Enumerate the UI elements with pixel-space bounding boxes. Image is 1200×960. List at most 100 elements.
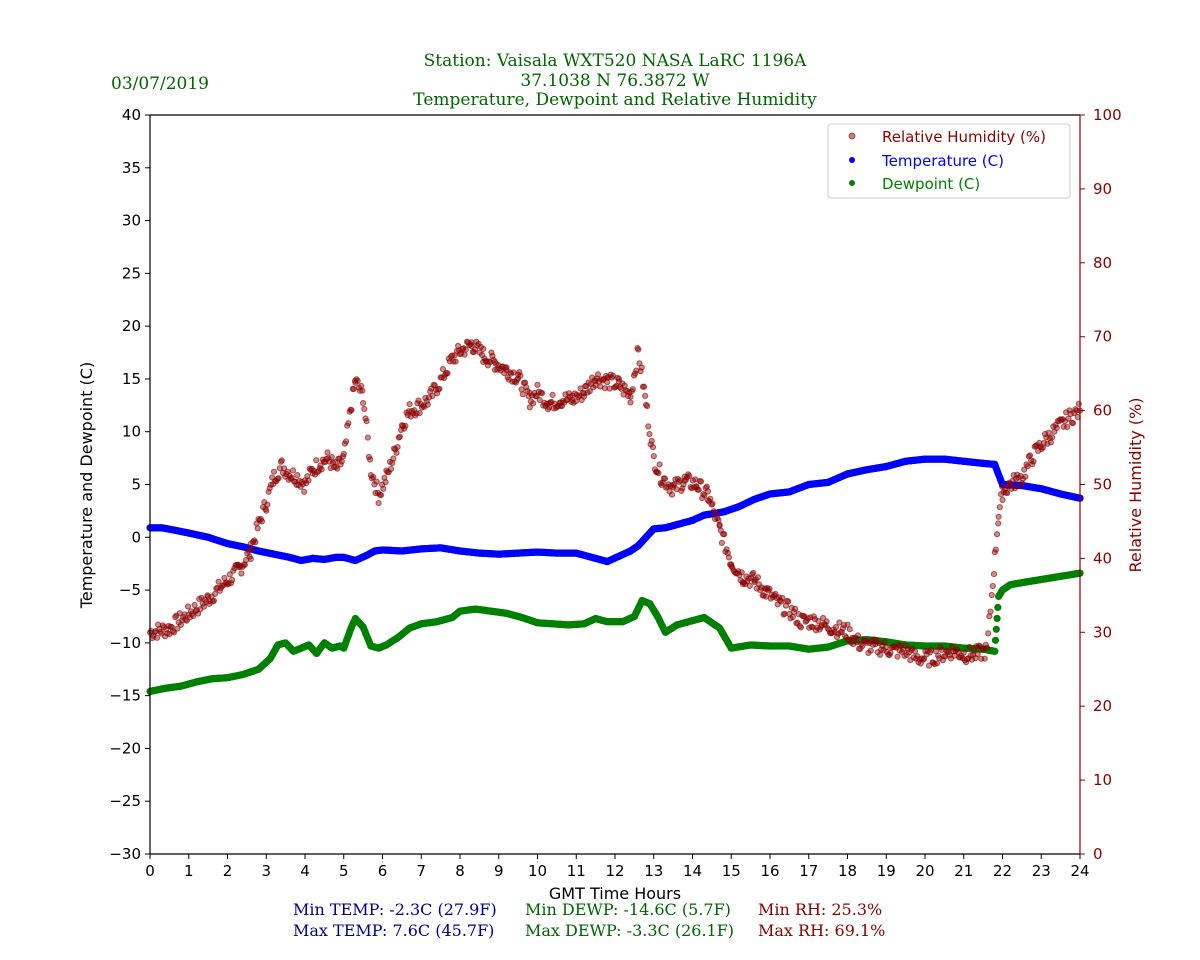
dewpoint-point	[994, 603, 1002, 612]
rh-point	[275, 475, 282, 482]
rh-point	[248, 546, 255, 553]
x-tick-label: 3	[261, 862, 271, 880]
y-left-tick-label: −5	[119, 581, 141, 599]
dewpoint-point	[991, 636, 1000, 644]
rh-point	[390, 455, 397, 462]
rh-point	[350, 385, 357, 393]
rh-point	[785, 598, 792, 605]
rh-point	[627, 399, 634, 406]
rh-point	[881, 638, 888, 646]
rh-point	[361, 405, 368, 413]
y-right-tick-label: 90	[1093, 180, 1112, 198]
rh-point	[382, 479, 389, 486]
chart-title-line-2: 37.1038 N 76.3872 W	[520, 71, 710, 91]
rh-point	[627, 393, 634, 400]
rh-point	[340, 450, 347, 458]
rh-point	[644, 402, 651, 410]
rh-point	[877, 651, 884, 658]
dewpoint-point	[991, 647, 999, 655]
y-left-tick-label: 40	[122, 106, 141, 124]
rh-point	[638, 364, 645, 371]
rh-point	[933, 660, 941, 667]
axis-ticks: 0 1 2 3 4 5 6 7 8 9 10 11 12 13 14 15 16 17 18 19 20 21 22 23 24…	[109, 106, 1121, 880]
y-left-tick-label: 35	[122, 159, 141, 177]
rh-point	[649, 444, 657, 451]
rh-point	[995, 513, 1002, 520]
rh-point	[394, 444, 401, 451]
rh-point	[661, 475, 669, 482]
rh-point	[766, 585, 773, 593]
rh-point	[949, 643, 956, 650]
dewpoint-point	[992, 625, 1000, 633]
legend-marker-temperature	[849, 157, 855, 163]
rh-point	[989, 582, 996, 590]
rh-point	[754, 574, 762, 581]
rh-point	[779, 594, 786, 602]
y-right-tick-label: 80	[1093, 254, 1112, 272]
rh-point	[721, 531, 728, 538]
rh-point	[348, 407, 355, 414]
x-tick-label: 8	[455, 862, 465, 880]
y-left-tick-label: −10	[109, 634, 141, 652]
rh-point	[983, 644, 991, 652]
rh-point	[697, 478, 705, 485]
rh-point	[992, 546, 1000, 553]
rh-point	[1045, 429, 1052, 436]
rh-point	[313, 457, 320, 464]
rh-point	[648, 437, 655, 444]
y-left-tick-label: −30	[109, 845, 141, 863]
x-tick-label: 15	[722, 862, 741, 880]
rh-point	[709, 500, 716, 507]
rh-point	[990, 571, 998, 578]
x-tick-label: 0	[145, 862, 155, 880]
rh-point	[444, 370, 451, 377]
legend-label-dewpoint: Dewpoint (C)	[882, 175, 980, 193]
x-tick-label: 13	[644, 862, 663, 880]
rh-point	[153, 634, 161, 641]
rh-point	[393, 449, 400, 456]
rh-point	[289, 467, 297, 474]
y-left-tick-label: 25	[122, 264, 141, 282]
legend-label-rh: Relative Humidity (%)	[882, 128, 1046, 146]
rh-point	[823, 618, 830, 625]
y-left-tick-label: −25	[109, 792, 141, 810]
rh-point	[1026, 452, 1034, 459]
x-tick-label: 17	[799, 862, 818, 880]
series-dewpoint	[146, 569, 1084, 696]
rh-point	[704, 488, 712, 495]
x-tick-label: 12	[605, 862, 624, 880]
y-right-tick-label: 70	[1093, 328, 1112, 346]
rh-point	[359, 387, 366, 394]
rh-point	[789, 613, 797, 621]
rh-point	[635, 346, 642, 353]
dewpoint-point	[993, 614, 1001, 623]
legend-marker-rh	[848, 132, 856, 140]
x-tick-label: 21	[954, 862, 973, 880]
x-tick-label: 14	[683, 862, 702, 880]
rh-point	[345, 420, 352, 427]
stat-max-temp: Max TEMP: 7.6C (45.7F)	[293, 921, 494, 940]
y-left-tick-label: 30	[122, 212, 141, 230]
rh-point	[258, 518, 266, 525]
y-right-tick-label: 60	[1093, 402, 1112, 420]
rh-point	[642, 392, 649, 399]
rh-point	[402, 422, 409, 429]
x-tick-label: 23	[1032, 862, 1051, 880]
rh-point	[360, 400, 367, 407]
x-tick-label: 2	[223, 862, 233, 880]
stat-max-rh: Max RH: 69.1%	[758, 921, 885, 940]
rh-point	[462, 346, 469, 353]
rh-point	[1064, 423, 1071, 431]
rh-point	[377, 492, 385, 499]
rh-point	[994, 531, 1001, 538]
rh-point	[210, 597, 217, 605]
rh-point	[375, 500, 382, 507]
rh-point	[263, 507, 270, 514]
x-tick-label: 4	[300, 862, 310, 880]
rh-point	[750, 569, 757, 576]
chart-date: 03/07/2019	[111, 74, 209, 94]
rh-point	[887, 649, 894, 657]
rh-point	[387, 465, 395, 473]
rh-point	[364, 434, 371, 441]
x-tick-label: 11	[567, 862, 586, 880]
